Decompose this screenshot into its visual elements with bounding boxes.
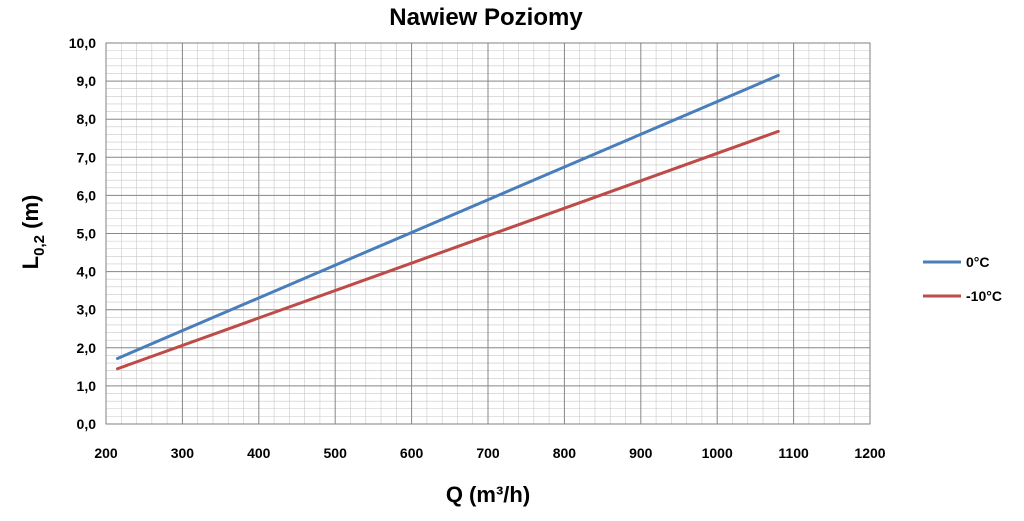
- x-tick-label: 1200: [854, 445, 885, 461]
- y-axis-label-subscript: 0,2: [31, 235, 48, 256]
- y-tick-label: 10,0: [69, 35, 96, 51]
- y-axis-label-main: L: [18, 256, 43, 269]
- x-tick-label: 500: [324, 445, 348, 461]
- y-tick-label: 2,0: [77, 340, 97, 356]
- x-tick-label: 200: [94, 445, 118, 461]
- y-axis-label: L0,2 (m): [18, 195, 48, 270]
- chart-title: Nawiew Poziomy: [389, 4, 583, 31]
- legend-label: 0°C: [966, 254, 990, 270]
- series-lines: [115, 73, 780, 371]
- y-axis-label-unit: (m): [18, 195, 43, 235]
- legend: 0°C -10°C: [923, 254, 1002, 304]
- y-tick-label: 5,0: [77, 226, 97, 242]
- x-tick-label: 800: [553, 445, 577, 461]
- y-tick-label: 0,0: [77, 416, 97, 432]
- legend-label: -10°C: [966, 288, 1002, 304]
- y-tick-label: 4,0: [77, 264, 97, 280]
- x-axis-ticks: 200 300 400 500 600 700 800 900 1000 1100 1200: [94, 445, 885, 461]
- x-tick-label: 600: [400, 445, 424, 461]
- y-tick-label: 3,0: [77, 302, 97, 318]
- y-tick-label: 7,0: [77, 149, 97, 165]
- y-tick-label: 6,0: [77, 187, 97, 203]
- x-axis-label: Q (m³/h): [446, 482, 530, 507]
- plot-area-frame: [105, 42, 871, 425]
- y-tick-label: 8,0: [77, 111, 97, 127]
- x-tick-label: 1100: [778, 445, 809, 461]
- y-tick-label: 1,0: [77, 378, 97, 394]
- y-axis-ticks: 0,0 1,0 2,0 3,0 4,0 5,0 6,0 7,0 8,0 9,0 10,0: [69, 35, 96, 432]
- x-tick-label: 400: [247, 445, 271, 461]
- x-tick-label: 700: [476, 445, 500, 461]
- series-line: [115, 73, 780, 360]
- x-tick-label: 900: [629, 445, 653, 461]
- x-tick-label: 300: [171, 445, 195, 461]
- series-line: [115, 129, 780, 371]
- x-tick-label: 1000: [702, 445, 733, 461]
- major-grid: [105, 42, 871, 425]
- y-tick-label: 9,0: [77, 73, 97, 89]
